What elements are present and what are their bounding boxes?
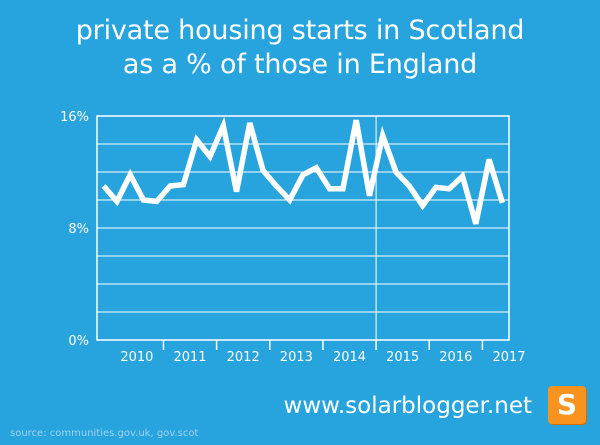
series-line [101,116,506,225]
x-tick-label: 2016 [439,350,472,365]
x-tick-label: 2014 [333,350,366,365]
x-tick-label: 2011 [173,350,206,365]
x-tick-label: 2012 [227,350,260,365]
source-note: source: communities.gov.uk, gov.scot [10,428,199,439]
y-tick-label: 16% [60,110,89,125]
website-url[interactable]: www.solarblogger.net [283,393,532,419]
x-tick-label: 2015 [386,350,419,365]
x-tick-label: 2010 [120,350,153,365]
y-tick-label: 8% [68,222,89,237]
solarblogger-logo: S [548,386,586,424]
chart-title-line-2: as a % of those in England [122,49,478,80]
y-tick-label: 0% [68,334,89,349]
x-tick-label: 2013 [280,350,313,365]
chart-title-line-1: private housing starts in Scotland [75,15,525,46]
chart-title: private housing starts in Scotland as a … [0,14,600,82]
x-tick-label: 2017 [492,350,525,365]
